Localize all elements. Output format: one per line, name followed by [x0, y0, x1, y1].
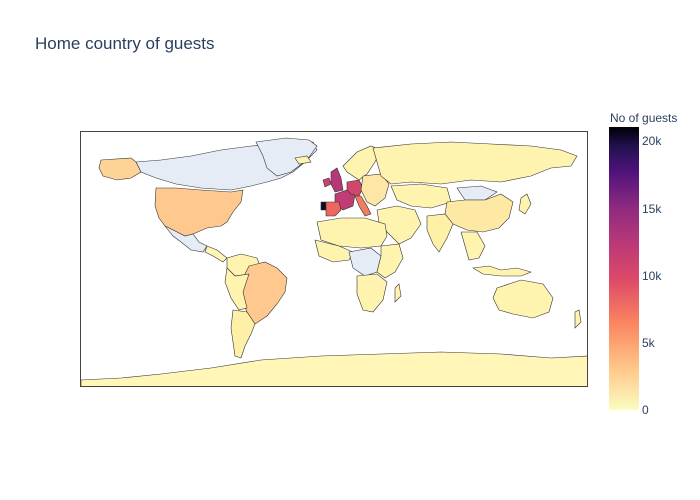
- country-usa[interactable]: [154, 187, 244, 237]
- colorbar: [609, 127, 639, 410]
- country-east-africa[interactable]: [376, 243, 404, 279]
- colorbar-tick-10k: 10k: [642, 269, 662, 283]
- country-portugal[interactable]: [320, 201, 327, 211]
- country-new-zealand[interactable]: [574, 309, 582, 329]
- colorbar-tick-20k: 20k: [642, 134, 662, 148]
- colorbar-title: No of guests: [610, 111, 678, 125]
- country-scandinavia[interactable]: [342, 145, 382, 181]
- country-australia[interactable]: [492, 279, 554, 319]
- country-madagascar[interactable]: [394, 283, 402, 303]
- colorbar-tick-5k: 5k: [642, 336, 655, 350]
- map-svg: [81, 137, 588, 387]
- country-china[interactable]: [444, 193, 514, 233]
- country-indonesia[interactable]: [472, 265, 532, 277]
- country-alaska[interactable]: [98, 157, 142, 181]
- country-uk[interactable]: [330, 167, 344, 193]
- colorbar-tick-0: 0: [642, 403, 649, 417]
- country-italy[interactable]: [354, 195, 372, 217]
- country-argentina[interactable]: [230, 309, 256, 359]
- country-north-africa[interactable]: [316, 217, 388, 249]
- country-antarctica[interactable]: [81, 351, 588, 387]
- country-central-africa[interactable]: [348, 247, 382, 277]
- country-kazakhstan[interactable]: [390, 183, 452, 209]
- country-greenland[interactable]: [255, 137, 318, 177]
- world-map[interactable]: [80, 131, 588, 387]
- country-southern-africa[interactable]: [356, 273, 388, 313]
- country-southeast-asia[interactable]: [460, 231, 486, 261]
- country-india[interactable]: [426, 213, 454, 253]
- country-central-america[interactable]: [204, 245, 228, 263]
- country-japan[interactable]: [518, 193, 532, 215]
- country-mongolia[interactable]: [456, 185, 498, 201]
- country-iceland[interactable]: [294, 155, 312, 165]
- country-ireland[interactable]: [322, 177, 332, 188]
- country-spain[interactable]: [325, 201, 342, 217]
- country-west-africa[interactable]: [314, 239, 354, 263]
- country-peru[interactable]: [224, 267, 250, 311]
- chart-title: Home country of guests: [35, 34, 215, 53]
- colorbar-tick-15k: 15k: [642, 202, 662, 216]
- country-russia[interactable]: [372, 141, 578, 185]
